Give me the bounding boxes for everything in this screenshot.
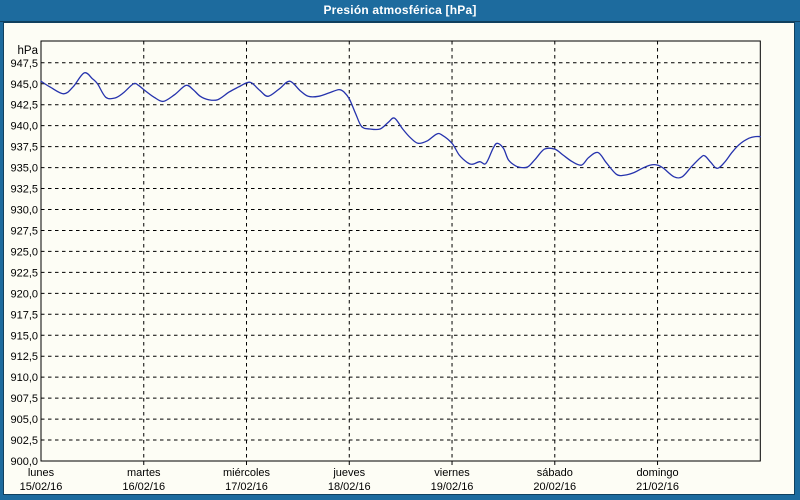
title-bar: Presión atmosférica [hPa] (0, 0, 800, 22)
window-title: Presión atmosférica [hPa] (323, 3, 477, 17)
chart-panel (3, 22, 795, 495)
